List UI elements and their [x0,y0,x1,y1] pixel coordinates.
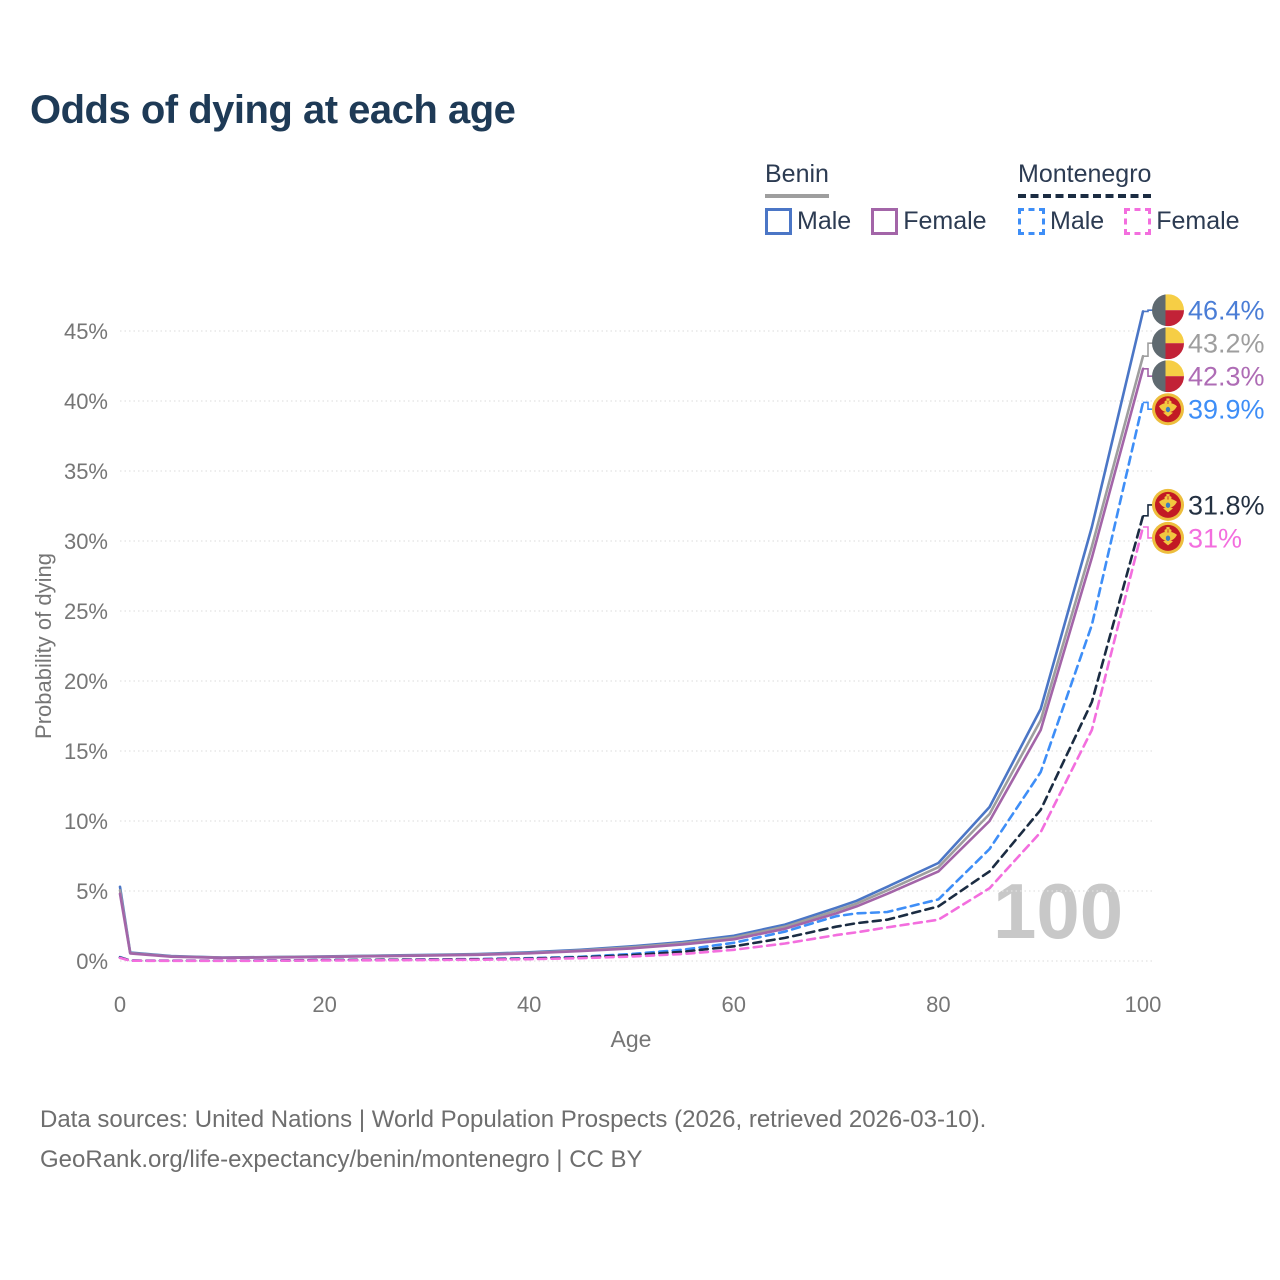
montenegro-male-swatch-icon [1018,208,1045,235]
page-title: Odds of dying at each age [30,88,516,132]
legend-heading-benin: Benin [765,160,829,198]
legend-item-label: Male [797,207,852,235]
end-label-connector [1143,342,1154,357]
montenegro-flag-icon [1151,392,1185,426]
end-value-label-montenegro-female: 31% [1188,523,1242,553]
data-source-note: Data sources: United Nations | World Pop… [40,1106,987,1133]
y-axis-tick-label: 20% [63,669,108,694]
end-value-label-montenegro-male: 39.9% [1188,395,1265,425]
legend-heading-montenegro: Montenegro [1018,160,1152,198]
y-axis-tick-label: 45% [63,319,108,344]
x-axis-tick-label: 20 [312,992,337,1017]
series-line-benin-both-sexes[interactable] [118,354,1145,959]
end-value-label-benin-female: 42.3% [1188,362,1265,392]
legend-item-benin-female[interactable]: Female [871,207,987,236]
y-axis-tick-label: 10% [63,809,108,834]
end-label-connector [1143,504,1154,517]
grid-lines [120,330,1152,962]
end-label-connector [1143,368,1154,377]
legend-item-label: Female [903,207,987,235]
x-axis-tick-label: 60 [721,992,747,1017]
end-value-label-benin-both-sexes: 43.2% [1188,329,1265,359]
y-axis-tick-label: 40% [63,389,108,414]
montenegro-flag-icon [1151,488,1185,522]
end-label-connector [1143,309,1154,313]
montenegro-flag-icon [1151,521,1185,555]
x-axis-title: Age [610,1026,652,1052]
y-axis-tick-label: 25% [63,599,108,624]
legend-item-montenegro-male[interactable]: Male [1018,207,1104,236]
x-axis-tick-label: 0 [113,992,127,1017]
x-axis-tick-label: 80 [926,992,951,1017]
attribution-link[interactable]: GeoRank.org/life-expectancy/benin/monten… [40,1146,643,1173]
legend-item-label: Male [1050,207,1105,235]
benin-flag-icon [1152,327,1184,359]
end-value-label-montenegro-both-sexes: 31.8% [1188,490,1265,520]
hover-age-watermark: 100 [993,867,1124,955]
y-axis-tick-label: 30% [63,529,108,554]
benin-flag-icon [1152,294,1184,326]
end-label-connector [1143,401,1154,410]
benin-male-swatch-icon [765,208,792,235]
montenegro-female-swatch-icon [1124,208,1152,235]
y-axis-tick-label: 35% [63,459,108,484]
series-line-montenegro-both-sexes[interactable] [118,514,1145,963]
legend-item-benin-male[interactable]: Male [765,207,851,236]
x-axis-tick-label: 100 [1124,992,1162,1017]
y-axis-tick-label: 0% [76,949,108,974]
benin-female-swatch-icon [871,208,899,235]
end-value-label-benin-male: 46.4% [1188,296,1265,326]
legend-item-montenegro-female[interactable]: Female [1124,207,1240,236]
y-axis-tick-label: 15% [63,739,108,764]
series-line-benin-male[interactable] [118,310,1145,959]
benin-flag-icon [1152,360,1184,392]
legend-group-benin: Benin Male Female [765,160,987,236]
x-axis-tick-label: 40 [516,992,542,1017]
y-axis-tick-label: 5% [76,879,108,904]
end-label-connector [1143,526,1154,539]
series-line-montenegro-female[interactable] [118,525,1145,963]
legend-item-label: Female [1156,207,1240,235]
legend-group-montenegro: Montenegro Male Female [1018,160,1240,236]
series-line-benin-female[interactable] [118,367,1145,960]
